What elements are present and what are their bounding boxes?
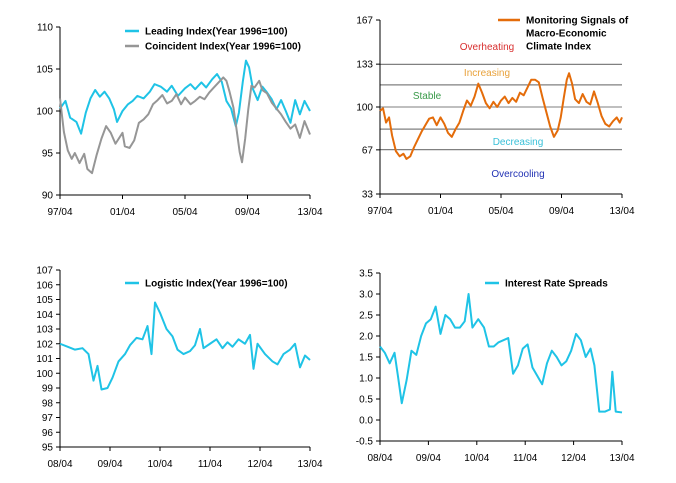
chart-panel-4: -0.5 0.0 0.5 1.0 1.5 2.0 2.5 3.0 3.5 08/04 09/04 10… [356, 269, 635, 465]
y-tick-label: 110 [37, 23, 53, 34]
y-tick-label: 90 [42, 191, 54, 202]
x-tick-label: 05/04 [488, 206, 513, 217]
zone-label-overheating: Overheating [460, 42, 514, 53]
y-tick-label: 133 [356, 60, 373, 71]
y-tick-label: 104 [36, 310, 53, 321]
x-tick-label: 97/04 [367, 206, 392, 217]
y-tick-label: 103 [36, 325, 53, 336]
series-line-1 [379, 72, 623, 160]
chart-panel-3: 95 96 97 98 99 100 101 102 103 104 105 106 107 08/04 0… [36, 266, 323, 471]
y-tick-label: 95 [42, 149, 54, 160]
x-tick-label: 05/04 [172, 207, 197, 218]
y-tick-label: 100 [36, 369, 53, 380]
zone-label-overcooling: Overcooling [491, 169, 544, 180]
y-tick-label: 1.5 [359, 353, 373, 364]
y-tick-label: 97 [42, 413, 54, 424]
x-tick-label: 11/04 [198, 459, 223, 470]
legend-label: Logistic Index(Year 1996=100) [145, 279, 288, 290]
y-tick-label: 107 [36, 266, 53, 277]
x-tick-label: 09/04 [549, 206, 574, 217]
zone-label-stable: Stable [413, 91, 442, 102]
x-tick-label: 08/04 [367, 453, 392, 464]
y-tick-label: 96 [42, 428, 54, 439]
x-tick-label: 01/04 [110, 207, 135, 218]
legend-label: Climate Index [526, 42, 591, 53]
x-tick-label: 01/04 [428, 206, 453, 217]
y-tick-label: 167 [356, 16, 373, 27]
x-tick-label: 10/04 [464, 453, 489, 464]
y-tick-label: 1.0 [359, 374, 373, 385]
y-tick-label: 0.5 [359, 395, 373, 406]
zone-label-decreasing: Decreasing [493, 137, 544, 148]
legend-label: Leading Index(Year 1996=100) [145, 27, 288, 38]
x-tick-label: 12/04 [561, 453, 586, 464]
x-tick-label: 10/04 [147, 459, 172, 470]
legend-label: Coincident Index(Year 1996=100) [145, 42, 301, 53]
series-line-2 [59, 76, 311, 175]
chart-panel-2: 33 67 100 133 167 97/04 01/04 05/04 09/04 13/04 Ov… [356, 16, 635, 218]
y-tick-label: 100 [36, 107, 53, 118]
x-tick-label: 97/04 [47, 207, 72, 218]
y-tick-label: 102 [36, 339, 53, 350]
x-tick-label: 13/04 [297, 459, 322, 470]
series-line-1 [59, 301, 311, 391]
x-tick-label: 08/04 [47, 459, 72, 470]
y-tick-label: 105 [36, 295, 53, 306]
y-tick-label: 33 [362, 190, 374, 201]
y-tick-label: 101 [36, 354, 53, 365]
y-tick-label: 67 [362, 145, 374, 156]
legend-label: Monitoring Signals of [526, 16, 629, 27]
x-tick-label: 13/04 [609, 206, 634, 217]
chart-panel-1: 90 95 100 105 110 97/04 01/04 05/04 09/04 13/04 Le… [36, 23, 323, 219]
x-tick-label: 09/04 [416, 453, 441, 464]
legend-label: Interest Rate Spreads [505, 279, 608, 290]
zone-label-increasing: Increasing [464, 68, 510, 79]
y-tick-label: 0.0 [359, 416, 373, 427]
x-tick-label: 13/04 [609, 453, 634, 464]
y-tick-label: 106 [36, 280, 53, 291]
x-tick-label: 11/04 [513, 453, 538, 464]
x-tick-label: 12/04 [247, 459, 272, 470]
y-tick-label: 100 [356, 103, 373, 114]
y-tick-label: 3.0 [359, 290, 373, 301]
x-tick-label: 09/04 [235, 207, 260, 218]
x-tick-label: 13/04 [297, 207, 322, 218]
y-tick-label: 98 [42, 398, 54, 409]
x-tick-label: 09/04 [97, 459, 122, 470]
legend-label: Macro-Economic [526, 29, 607, 40]
y-tick-label: 95 [42, 443, 54, 454]
y-tick-label: 2.0 [359, 332, 373, 343]
y-tick-label: 99 [42, 384, 54, 395]
y-tick-label: 105 [36, 65, 53, 76]
y-tick-label: -0.5 [356, 437, 374, 448]
series-line-1 [379, 293, 623, 414]
y-tick-label: 3.5 [359, 269, 373, 280]
y-tick-label: 2.5 [359, 311, 373, 322]
